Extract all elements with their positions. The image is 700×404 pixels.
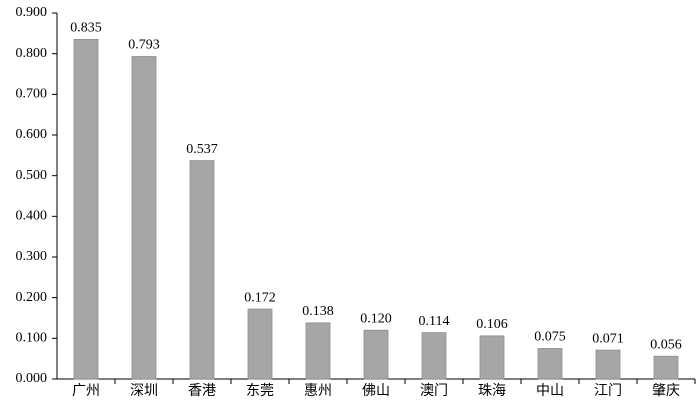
y-tick-label: 0.500 (16, 168, 48, 183)
y-tick-label: 0.600 (16, 127, 48, 142)
x-tick-label: 肇庆 (652, 383, 680, 399)
bar (73, 39, 99, 380)
y-tick-label: 0.400 (16, 209, 48, 224)
x-tick-label: 佛山 (362, 383, 390, 399)
value-label: 0.106 (476, 317, 508, 332)
y-tick-label: 0.900 (16, 5, 48, 20)
bar (363, 329, 389, 380)
y-tick-label: 0.300 (16, 249, 48, 264)
y-tick-label: 0.100 (16, 331, 48, 346)
value-label: 0.172 (244, 290, 276, 305)
value-label: 0.835 (70, 21, 102, 36)
bar (653, 355, 679, 380)
bar (305, 322, 331, 380)
x-tick-label: 澳门 (420, 383, 448, 399)
x-tick-label: 江门 (594, 383, 622, 399)
x-tick-label: 东莞 (246, 383, 274, 399)
x-tick-label: 中山 (536, 383, 564, 399)
y-tick-label: 0.000 (16, 371, 48, 386)
x-tick-label: 珠海 (478, 383, 506, 399)
bar (479, 335, 505, 380)
bar (421, 332, 447, 380)
bar (247, 308, 273, 380)
bar (131, 56, 157, 380)
bar (537, 348, 563, 380)
value-label: 0.056 (650, 337, 682, 352)
x-tick-label: 香港 (188, 383, 216, 399)
value-label: 0.138 (302, 304, 334, 319)
value-label: 0.120 (360, 311, 392, 326)
x-tick-label: 深圳 (130, 383, 158, 399)
x-tick-label: 广州 (72, 383, 100, 399)
value-label: 0.075 (534, 330, 566, 345)
x-tick-label: 惠州 (304, 383, 332, 399)
bar (189, 160, 215, 380)
y-tick-label: 0.200 (16, 290, 48, 305)
value-label: 0.537 (186, 142, 218, 157)
value-label: 0.114 (419, 314, 450, 329)
bar (595, 349, 621, 380)
value-label: 0.793 (128, 38, 160, 53)
y-tick-label: 0.800 (16, 46, 48, 61)
y-tick-label: 0.700 (16, 87, 48, 102)
value-label: 0.071 (592, 331, 624, 346)
